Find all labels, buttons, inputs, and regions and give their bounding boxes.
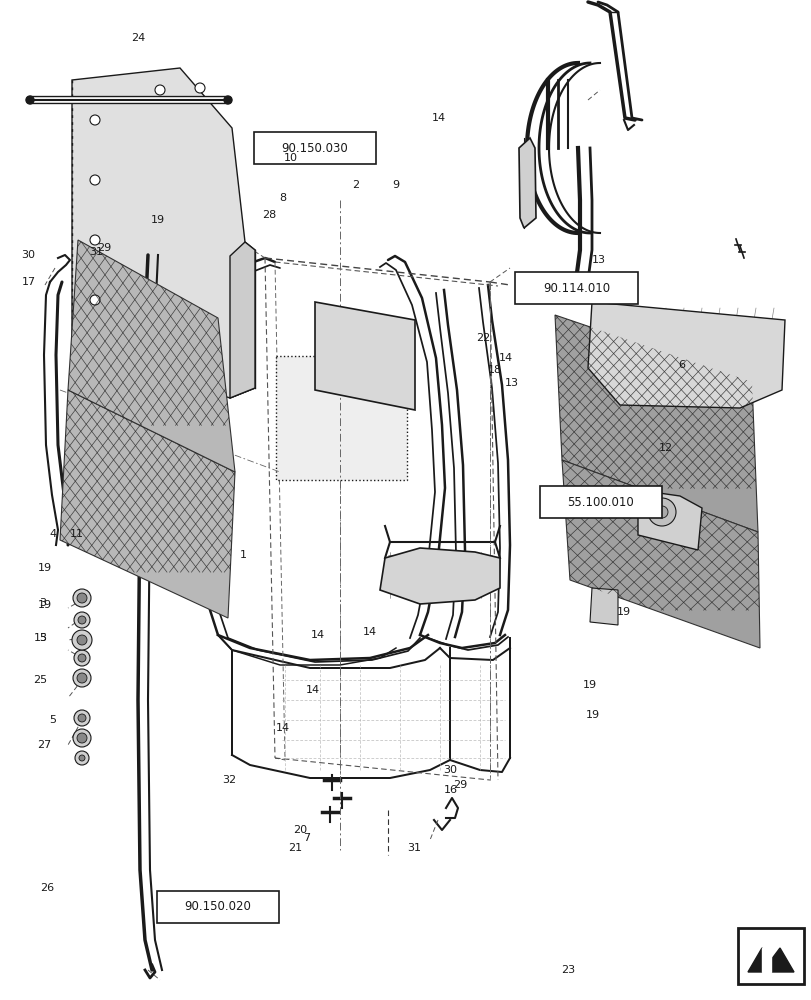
Polygon shape — [761, 948, 770, 972]
Polygon shape — [315, 302, 414, 410]
Circle shape — [74, 650, 90, 666]
Text: 31: 31 — [88, 247, 103, 257]
Text: 22: 22 — [475, 333, 490, 343]
Text: 19: 19 — [581, 680, 596, 690]
Text: 55.100.010: 55.100.010 — [567, 495, 633, 508]
Polygon shape — [518, 138, 535, 228]
Text: 20: 20 — [293, 825, 307, 835]
Text: 23: 23 — [560, 965, 575, 975]
Circle shape — [75, 751, 89, 765]
Text: 19: 19 — [37, 563, 52, 573]
Polygon shape — [380, 548, 500, 604]
Circle shape — [647, 498, 676, 526]
Circle shape — [90, 175, 100, 185]
Circle shape — [78, 616, 86, 624]
Text: 3: 3 — [40, 598, 46, 608]
Polygon shape — [587, 302, 784, 408]
Text: 11: 11 — [70, 529, 84, 539]
Text: 6: 6 — [678, 360, 684, 370]
Polygon shape — [68, 240, 234, 472]
Text: 19: 19 — [585, 710, 599, 720]
Text: 15: 15 — [33, 633, 48, 643]
Text: 17: 17 — [21, 277, 36, 287]
Polygon shape — [747, 948, 793, 972]
FancyBboxPatch shape — [254, 132, 375, 164]
Text: 14: 14 — [275, 723, 290, 733]
Polygon shape — [554, 315, 757, 532]
Text: 29: 29 — [453, 780, 467, 790]
Text: 21: 21 — [287, 843, 302, 853]
Text: 14: 14 — [362, 627, 376, 637]
Text: 29: 29 — [97, 243, 111, 253]
Text: 9: 9 — [393, 180, 399, 190]
Text: 31: 31 — [406, 843, 421, 853]
Circle shape — [74, 710, 90, 726]
Text: 8: 8 — [279, 193, 285, 203]
Text: 18: 18 — [487, 365, 502, 375]
Polygon shape — [590, 588, 617, 625]
Text: 14: 14 — [305, 685, 320, 695]
Text: 14: 14 — [431, 113, 445, 123]
Text: 16: 16 — [443, 785, 457, 795]
Circle shape — [90, 115, 100, 125]
FancyBboxPatch shape — [157, 891, 278, 923]
Text: 90.114.010: 90.114.010 — [543, 282, 609, 294]
Text: 30: 30 — [21, 250, 36, 260]
Text: 7: 7 — [303, 833, 310, 843]
Text: 24: 24 — [131, 33, 145, 43]
Circle shape — [72, 630, 92, 650]
Circle shape — [73, 669, 91, 687]
Circle shape — [655, 506, 667, 518]
Polygon shape — [60, 390, 234, 618]
Text: 12: 12 — [658, 443, 672, 453]
Text: 4: 4 — [49, 529, 56, 539]
Text: 1: 1 — [240, 550, 247, 560]
Text: 19: 19 — [151, 215, 165, 225]
Text: 19: 19 — [37, 600, 52, 610]
Circle shape — [77, 593, 87, 603]
Polygon shape — [637, 490, 702, 550]
Circle shape — [78, 654, 86, 662]
Text: 3: 3 — [40, 633, 46, 643]
Text: 90.150.030: 90.150.030 — [281, 142, 348, 155]
Text: 19: 19 — [616, 607, 630, 617]
Text: 30: 30 — [443, 765, 457, 775]
Circle shape — [90, 235, 100, 245]
Text: 90.150.020: 90.150.020 — [184, 900, 251, 913]
Text: 5: 5 — [49, 715, 56, 725]
Text: 27: 27 — [37, 740, 52, 750]
Text: 2: 2 — [352, 180, 358, 190]
Circle shape — [73, 729, 91, 747]
Circle shape — [26, 96, 34, 104]
Circle shape — [195, 83, 204, 93]
Circle shape — [224, 96, 232, 104]
Circle shape — [77, 673, 87, 683]
Text: 14: 14 — [311, 630, 325, 640]
Text: 13: 13 — [504, 378, 518, 388]
Text: 25: 25 — [33, 675, 48, 685]
FancyBboxPatch shape — [737, 928, 803, 984]
Circle shape — [73, 589, 91, 607]
Polygon shape — [230, 242, 255, 398]
Text: 28: 28 — [262, 210, 277, 220]
FancyBboxPatch shape — [539, 486, 661, 518]
Text: 32: 32 — [221, 775, 236, 785]
Circle shape — [78, 714, 86, 722]
Text: 26: 26 — [40, 883, 54, 893]
Circle shape — [90, 295, 100, 305]
Text: 13: 13 — [591, 255, 606, 265]
Polygon shape — [72, 68, 255, 398]
FancyBboxPatch shape — [276, 356, 406, 480]
Circle shape — [74, 612, 90, 628]
Circle shape — [79, 755, 85, 761]
Circle shape — [77, 733, 87, 743]
Polygon shape — [561, 460, 759, 648]
Text: 14: 14 — [498, 353, 513, 363]
Circle shape — [77, 635, 87, 645]
Circle shape — [155, 85, 165, 95]
Text: 10: 10 — [283, 153, 298, 163]
FancyBboxPatch shape — [515, 272, 637, 304]
